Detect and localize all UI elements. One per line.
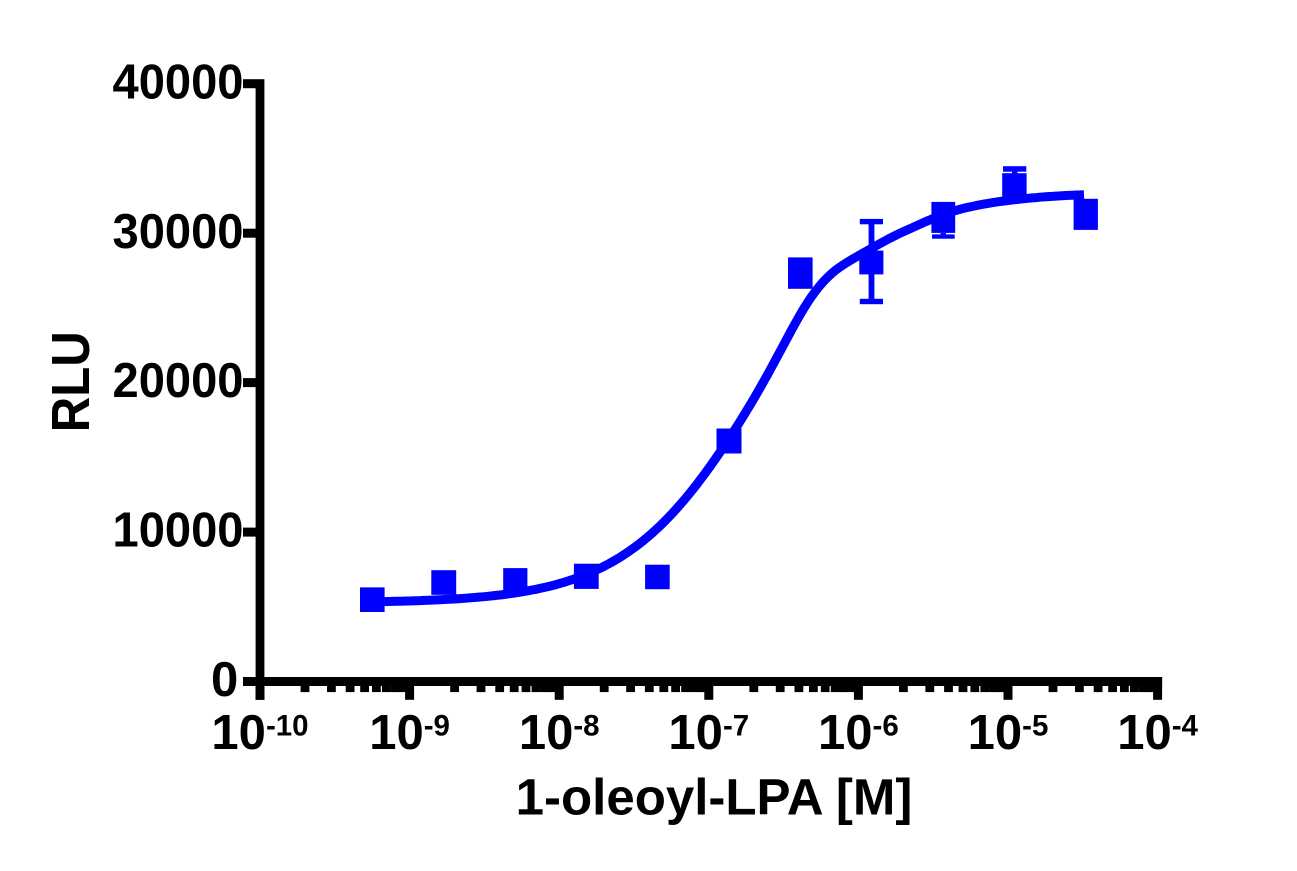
svg-text:RLU: RLU (41, 331, 101, 432)
svg-text:40000: 40000 (113, 55, 244, 109)
svg-text:10000: 10000 (113, 504, 244, 558)
svg-text:10-6: 10-6 (818, 706, 899, 760)
svg-text:10-5: 10-5 (968, 706, 1049, 760)
svg-text:10-8: 10-8 (519, 706, 600, 760)
svg-text:20000: 20000 (113, 354, 244, 408)
svg-text:0: 0 (211, 653, 238, 707)
svg-text:30000: 30000 (113, 205, 244, 259)
svg-text:1-oleoyl-LPA [M]: 1-oleoyl-LPA [M] (516, 769, 913, 826)
